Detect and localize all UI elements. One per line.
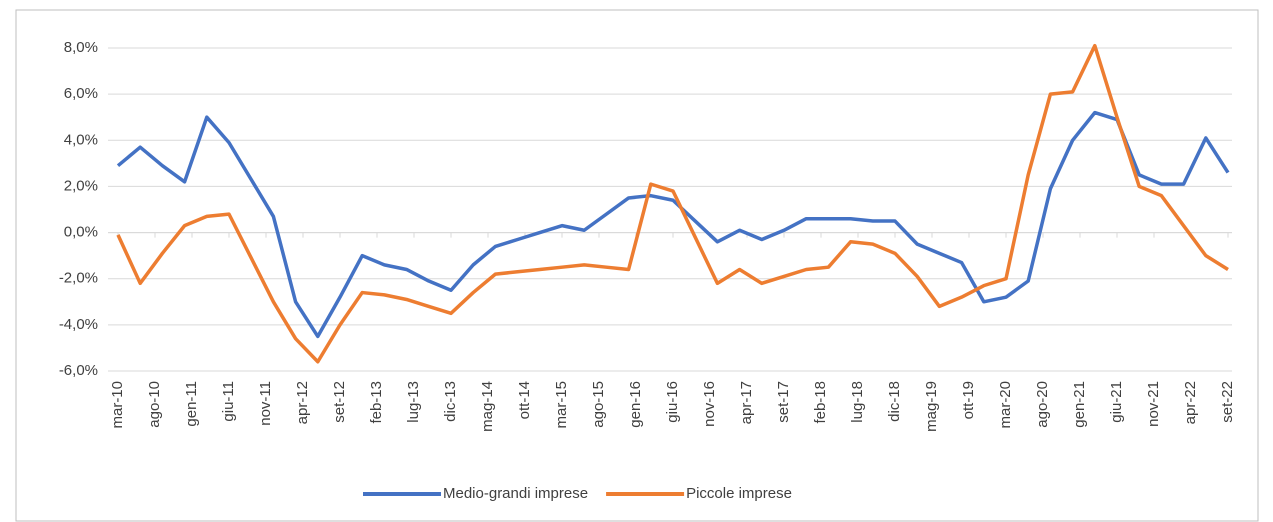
- x-tick-label: ott-19: [960, 381, 977, 419]
- x-tick-label: nov-11: [257, 381, 274, 426]
- y-tick-label: 4,0%: [64, 131, 98, 148]
- y-tick-label: 6,0%: [64, 85, 98, 102]
- y-tick-label: 0,0%: [64, 224, 98, 241]
- y-tick-label: -6,0%: [59, 362, 98, 379]
- x-tick-label: lug-13: [405, 381, 422, 423]
- x-tick-label: nov-16: [701, 381, 718, 427]
- x-tick-label: mar-10: [109, 381, 126, 429]
- x-tick-label: ago-15: [590, 381, 607, 428]
- chart-frame: [15, 9, 1259, 522]
- x-tick-label: ago-10: [146, 381, 163, 428]
- y-tick-label: -4,0%: [59, 316, 98, 333]
- legend-label: Medio-grandi imprese: [443, 485, 588, 502]
- y-tick-label: 8,0%: [64, 39, 98, 56]
- y-tick-label: -2,0%: [59, 270, 98, 287]
- legend-label: Piccole imprese: [686, 485, 792, 502]
- x-tick-label: gen-21: [1071, 381, 1088, 428]
- x-tick-label: dic-13: [442, 381, 459, 422]
- x-tick-label: giu-11: [220, 381, 237, 422]
- x-tick-label: feb-18: [812, 381, 829, 424]
- x-tick-label: gen-11: [183, 381, 200, 427]
- x-tick-label: lug-18: [849, 381, 866, 423]
- x-tick-label: set-17: [775, 381, 792, 423]
- x-tick-label: giu-16: [664, 381, 681, 423]
- x-tick-label: set-12: [331, 381, 348, 423]
- x-tick-label: ago-20: [1034, 381, 1051, 428]
- x-tick-label: nov-21: [1145, 381, 1162, 427]
- x-tick-label: apr-17: [738, 381, 755, 424]
- series-line: [116, 43, 1229, 364]
- x-tick-label: apr-12: [294, 381, 311, 424]
- x-tick-label: feb-13: [368, 381, 385, 424]
- x-tick-label: apr-22: [1182, 381, 1199, 424]
- x-tick-label: dic-18: [886, 381, 903, 422]
- x-tick-label: mag-14: [479, 381, 496, 432]
- x-tick-label: mar-20: [997, 381, 1014, 429]
- x-tick-label: gen-16: [627, 381, 644, 428]
- x-tick-label: ott-14: [516, 381, 533, 419]
- x-tick-label: set-22: [1219, 381, 1236, 423]
- y-tick-label: 2,0%: [64, 177, 98, 194]
- x-tick-label: mar-15: [553, 381, 570, 429]
- x-tick-label: mag-19: [923, 381, 940, 432]
- x-tick-label: giu-21: [1108, 381, 1125, 423]
- series-line: [116, 110, 1230, 339]
